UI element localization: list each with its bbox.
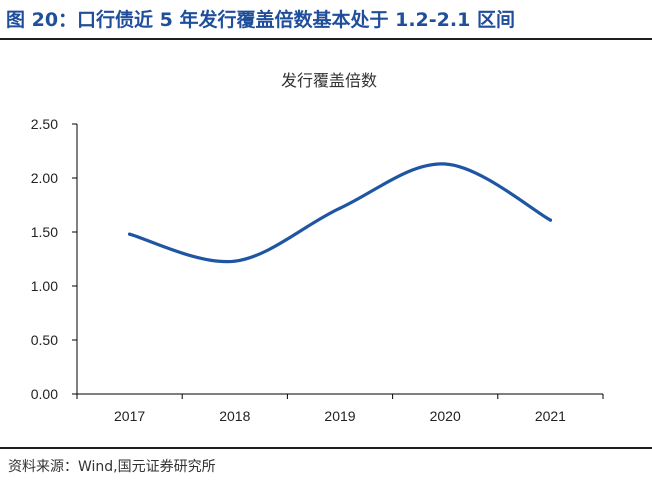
x-tick-label: 2019 bbox=[324, 408, 355, 424]
data-point-2017 bbox=[128, 232, 132, 236]
x-tick-label: 2021 bbox=[535, 408, 566, 424]
chart-title: 发行覆盖倍数 bbox=[281, 71, 377, 90]
x-axis: 2017 2018 2019 2020 2021 bbox=[76, 393, 604, 424]
top-divider bbox=[0, 38, 652, 40]
y-tick-label: 1.00 bbox=[31, 278, 58, 294]
y-tick-label: 0.00 bbox=[31, 386, 58, 402]
y-tick-label: 2.50 bbox=[31, 116, 58, 132]
figure-title: 图 20：口行债近 5 年发行覆盖倍数基本处于 1.2-2.1 区间 bbox=[6, 9, 515, 31]
x-tick-label: 2020 bbox=[430, 408, 461, 424]
data-point-2018 bbox=[233, 259, 237, 263]
data-point-2019 bbox=[338, 206, 342, 210]
series-group bbox=[128, 162, 553, 264]
x-tick-label: 2017 bbox=[114, 408, 145, 424]
bottom-divider bbox=[0, 447, 652, 449]
data-point-2021 bbox=[548, 218, 553, 222]
data-point-2020 bbox=[443, 162, 447, 166]
y-axis: 0.00 0.50 1.00 1.50 2.00 2.50 bbox=[31, 116, 78, 402]
y-tick-label: 1.50 bbox=[31, 224, 58, 240]
source-note: 资料来源：Wind,国元证券研究所 bbox=[8, 459, 216, 475]
y-tick-label: 2.00 bbox=[31, 170, 58, 186]
y-tick-label: 0.50 bbox=[31, 332, 58, 348]
x-tick-label: 2018 bbox=[219, 408, 250, 424]
series-line bbox=[128, 162, 552, 264]
